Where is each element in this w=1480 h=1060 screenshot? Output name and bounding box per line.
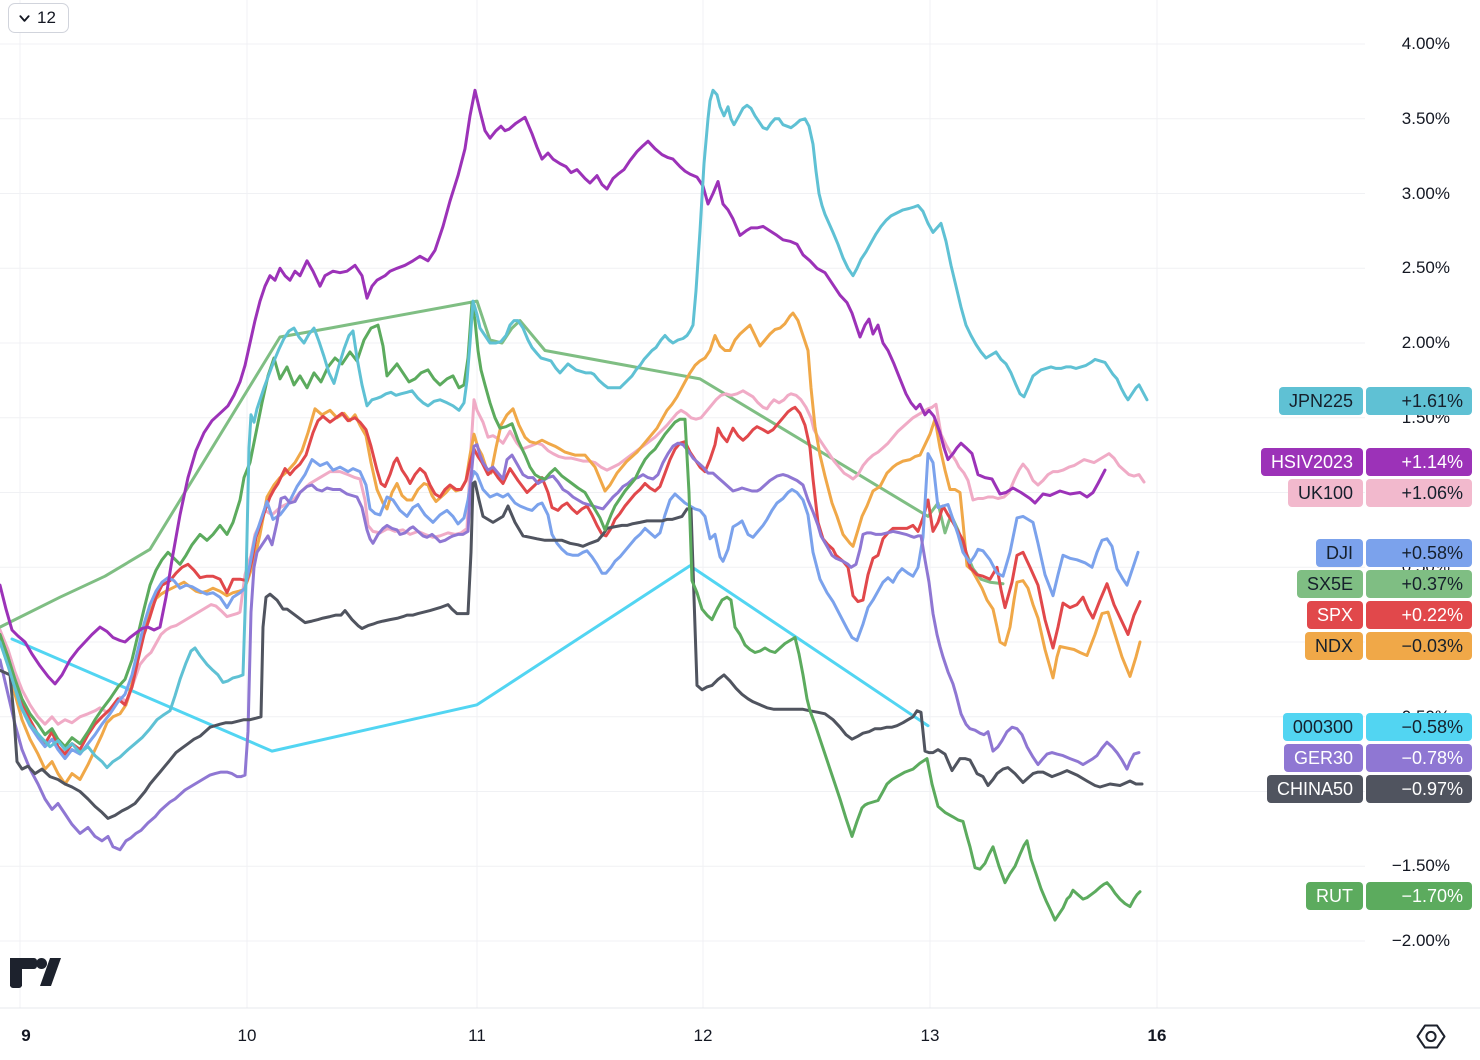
interval-selector-button[interactable]: 12 (8, 3, 69, 33)
series-line-SPX[interactable] (0, 405, 1142, 756)
badge-change-value: −0.97% (1366, 775, 1472, 803)
badge-symbol: 000300 (1282, 713, 1363, 741)
x-axis-label-13: 13 (920, 1026, 940, 1045)
badge-symbol: NDX (1304, 632, 1363, 660)
series-line-CHINA50[interactable] (0, 480, 1144, 820)
series-line-RUT[interactable] (0, 301, 1142, 922)
interval-value: 12 (37, 8, 56, 27)
badge-change-value: +1.61% (1366, 387, 1472, 415)
badge-symbol: SPX (1306, 601, 1363, 629)
x-axis-label-12: 12 (693, 1026, 713, 1045)
series-line-NDX[interactable] (0, 311, 1142, 786)
logo-slant (40, 958, 61, 986)
badge-change-value: +0.22% (1366, 601, 1472, 629)
badge-change-value: −0.78% (1366, 744, 1472, 772)
badge-symbol: RUT (1306, 882, 1363, 910)
badge-change-value: −0.58% (1366, 713, 1472, 741)
series-line-GER30[interactable] (0, 441, 1141, 852)
legend-badge-GER30[interactable]: GER30 −0.78% (1283, 744, 1472, 772)
hexagon-outline (1416, 1024, 1446, 1049)
logo-angle (10, 958, 34, 986)
legend-badge-000300[interactable]: 000300 −0.58% (1282, 713, 1472, 741)
x-axis-label-16: 16 (1147, 1026, 1167, 1045)
series-line-DJI[interactable] (0, 452, 1140, 761)
legend-badge-SPX[interactable]: SPX +0.22% (1306, 601, 1472, 629)
chart-settings-icon[interactable] (1414, 1022, 1448, 1051)
badge-change-value: +0.58% (1366, 539, 1472, 567)
tradingview-logo[interactable] (10, 956, 68, 989)
legend-badge-NDX[interactable]: NDX −0.03% (1304, 632, 1472, 660)
badge-change-value: −1.70% (1366, 882, 1472, 910)
x-axis-label-9: 9 (21, 1026, 31, 1045)
legend-badge-JPN225[interactable]: JPN225 +1.61% (1278, 387, 1472, 415)
series-line-JPN225[interactable] (0, 88, 1149, 770)
series-line-SX5E[interactable] (0, 299, 1005, 629)
series-line-000300[interactable] (10, 564, 930, 753)
badge-symbol: SX5E (1296, 570, 1363, 598)
legend-badge-HSIV2023[interactable]: HSIV2023 +1.14% (1260, 448, 1472, 476)
logo-dot (36, 958, 47, 969)
legend-badge-DJI[interactable]: DJI +0.58% (1316, 539, 1472, 567)
legend-badge-SX5E[interactable]: SX5E +0.37% (1296, 570, 1472, 598)
badge-change-value: −0.03% (1366, 632, 1472, 660)
badge-symbol: HSIV2023 (1260, 448, 1363, 476)
badge-change-value: +0.37% (1366, 570, 1472, 598)
badge-symbol: UK100 (1287, 479, 1363, 507)
legend-badge-UK100[interactable]: UK100 +1.06% (1287, 479, 1472, 507)
hexagon-center-dot (1425, 1030, 1437, 1043)
badge-symbol: DJI (1316, 539, 1363, 567)
chevron-down-icon (19, 14, 30, 22)
series-line-HSIV2023[interactable] (0, 88, 1107, 686)
badge-symbol: CHINA50 (1266, 775, 1363, 803)
badge-symbol: GER30 (1283, 744, 1363, 772)
badge-change-value: +1.06% (1366, 479, 1472, 507)
legend-badge-RUT[interactable]: RUT −1.70% (1306, 882, 1472, 910)
x-axis-label-10: 10 (237, 1026, 257, 1045)
x-axis-label-11: 11 (468, 1026, 486, 1045)
badge-change-value: +1.14% (1366, 448, 1472, 476)
badge-symbol: JPN225 (1278, 387, 1363, 415)
legend-badge-CHINA50[interactable]: CHINA50 −0.97% (1266, 775, 1472, 803)
